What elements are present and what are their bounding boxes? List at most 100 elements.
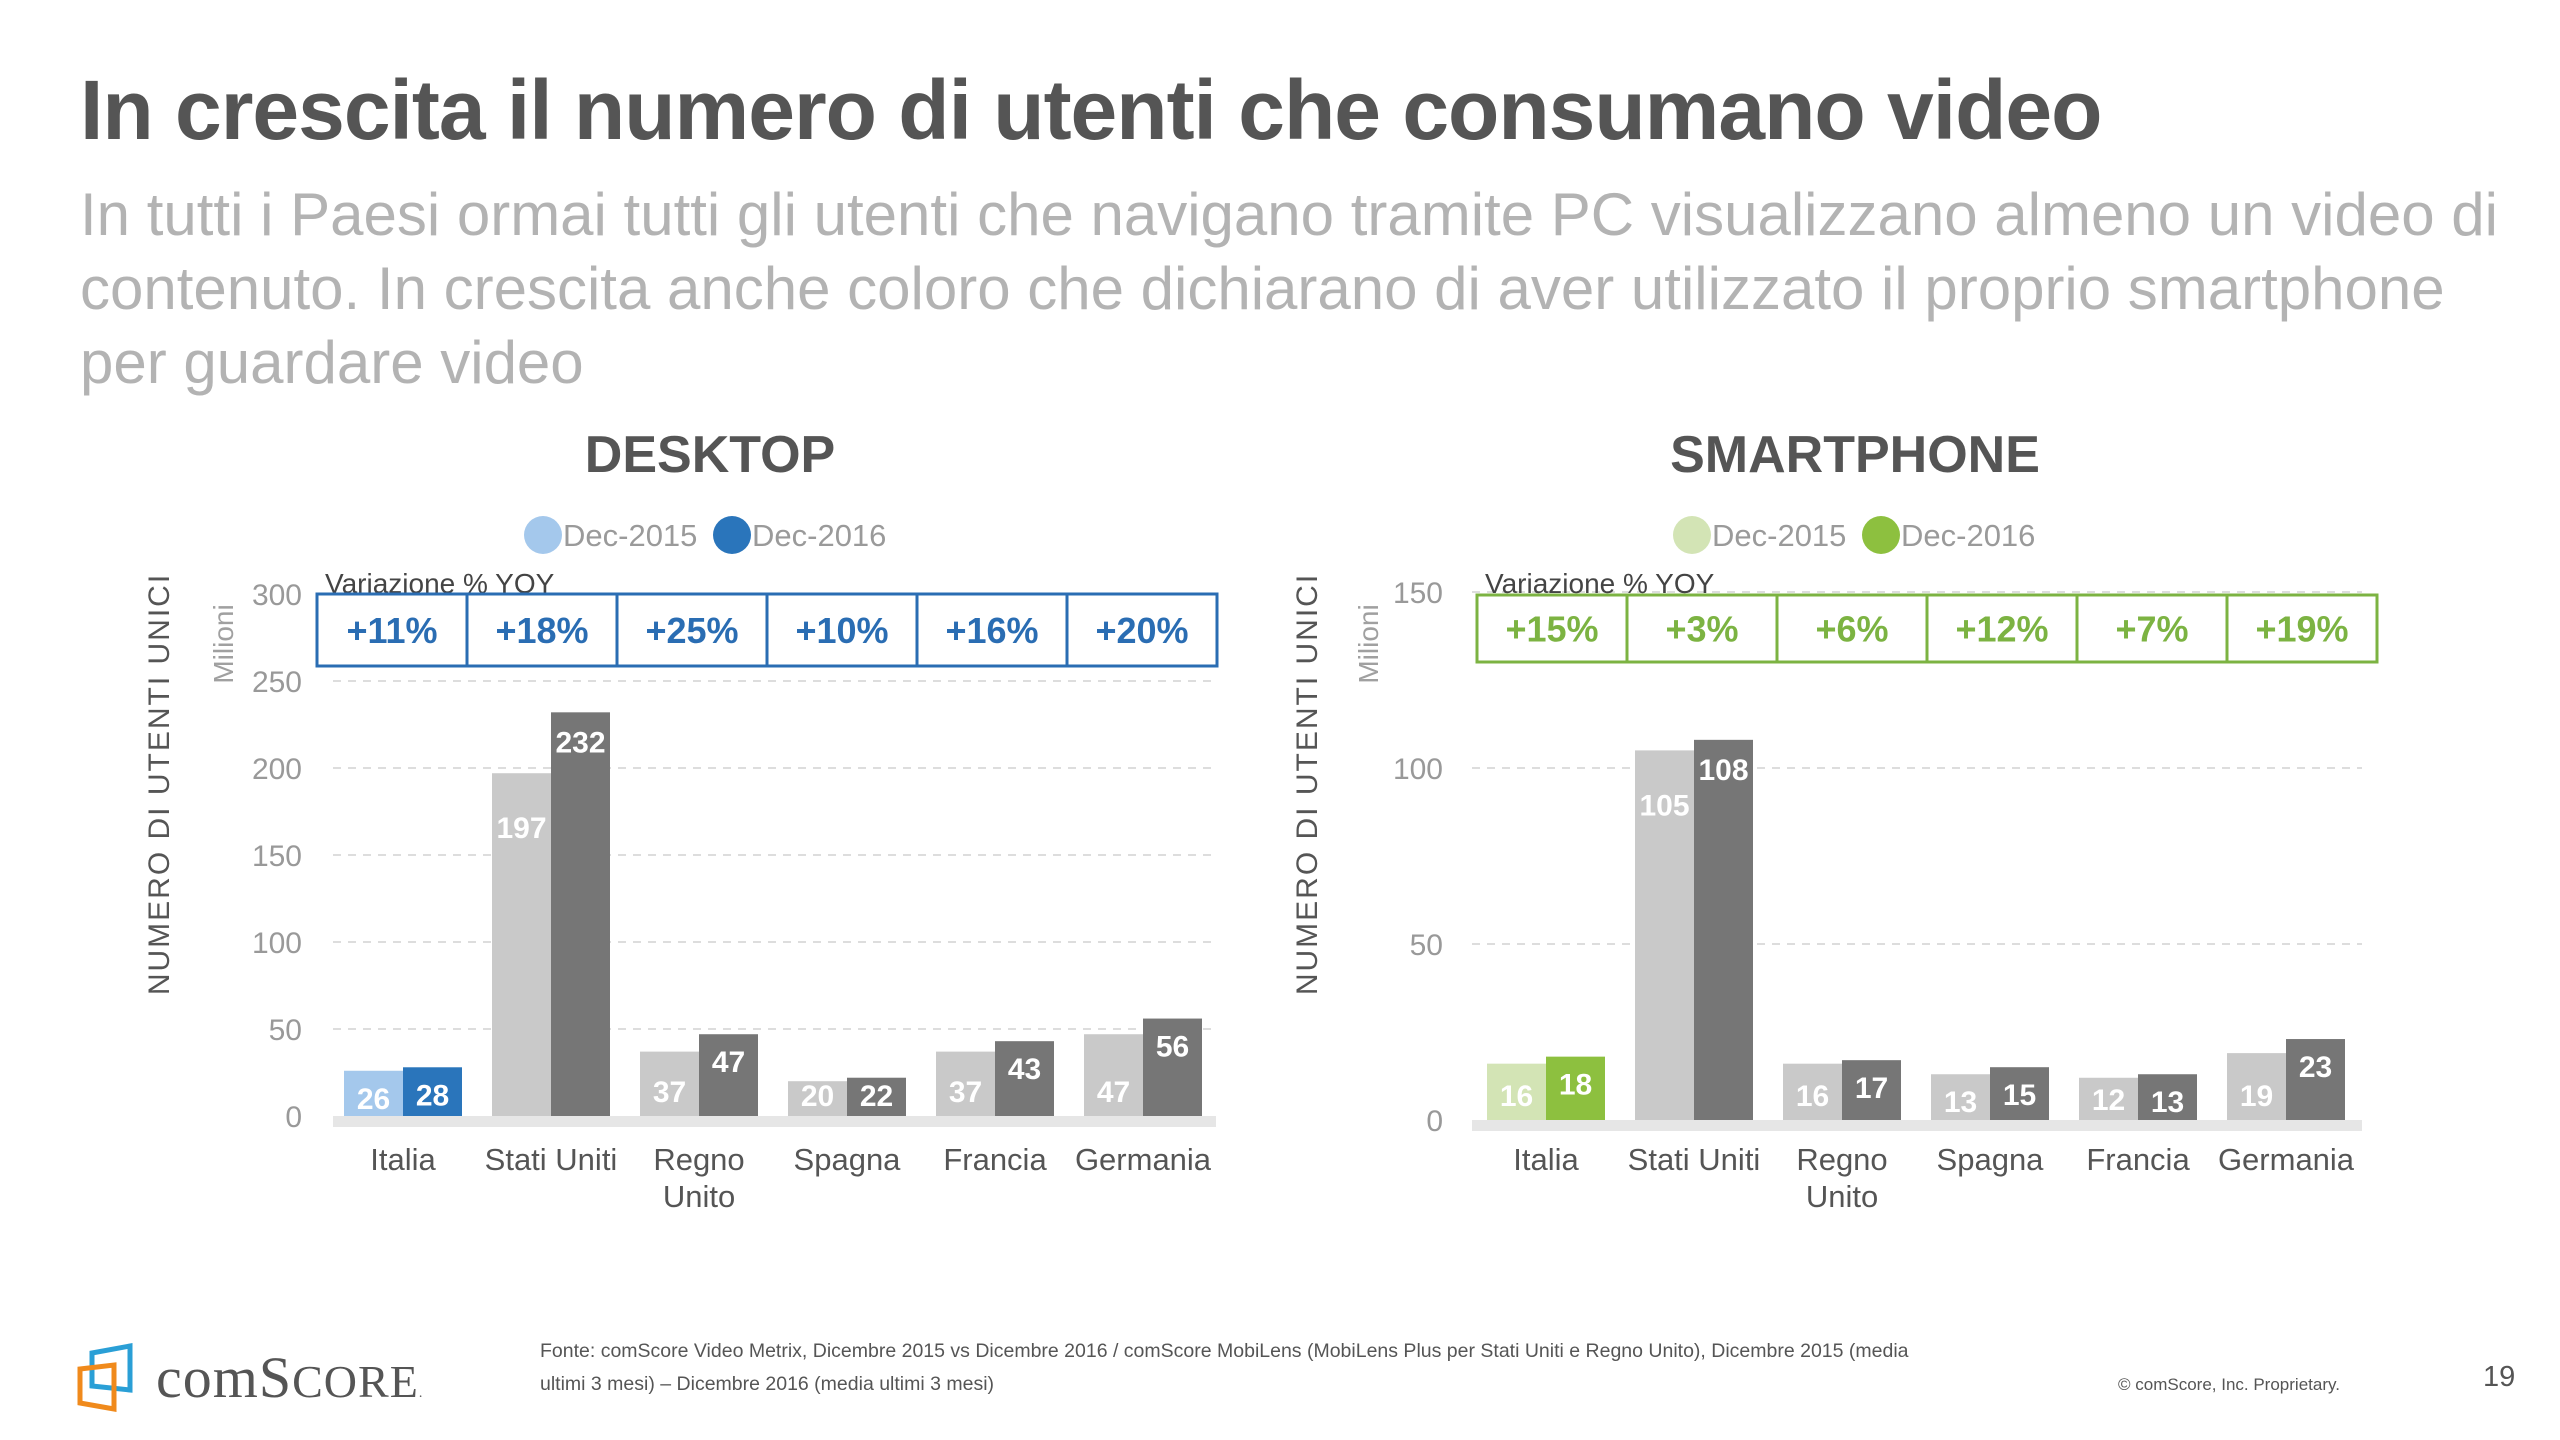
smartphone-data-label: 16: [1796, 1080, 1829, 1113]
legend-label-dec-2016: Dec-2016: [1901, 518, 2035, 553]
smartphone-x-tick-label: Stati Uniti: [1628, 1142, 1761, 1177]
smartphone-x-tick-label: Germania: [2218, 1142, 2355, 1177]
desktop-y-tick-label: 0: [285, 1101, 302, 1134]
smartphone-data-label: 17: [1855, 1072, 1888, 1105]
desktop-x-tick-label: Unito: [663, 1179, 735, 1214]
desktop-x-tick-label: Regno: [653, 1142, 744, 1177]
desktop-data-label: 37: [949, 1076, 982, 1109]
desktop-yoy-value: +11%: [346, 610, 437, 651]
legend-swatch-dec-2015-icon: [1673, 516, 1711, 554]
legend-swatch-dec-2016-icon: [713, 516, 751, 554]
desktop-y-tick-label: 50: [269, 1014, 302, 1047]
desktop-bar-dec-2016: [1143, 1018, 1202, 1116]
desktop-yoy-value: +25%: [645, 610, 738, 651]
smartphone-yoy-cell: [2225, 593, 2379, 664]
smartphone-yoy-table: +15% +3% +6% +12% +7% +19%: [1475, 593, 2379, 664]
comscore-wordmark: comSCORE.: [156, 1343, 423, 1429]
desktop-data-label: 22: [860, 1080, 893, 1113]
desktop-y-tick-label: 250: [252, 666, 302, 699]
smartphone-yoy-cell: [2075, 593, 2229, 664]
smartphone-bar-dec-2016: [1546, 1056, 1605, 1120]
desktop-y-tick-label: 150: [252, 840, 302, 873]
desktop-bar-dec-2015: [1084, 1034, 1143, 1116]
smartphone-yoy-value: +6%: [1815, 609, 1888, 650]
smartphone-yoy-value: +12%: [1955, 609, 2048, 650]
smartphone-data-label: 16: [1500, 1080, 1533, 1113]
desktop-bar-dec-2015: [640, 1051, 699, 1116]
desktop-chart: DESKTOP Dec-2015 Dec-2016 NUMERO DI UTENTI …: [143, 426, 1219, 1214]
footer-source: Fonte: comScore Video Metrix, Dicembre 2…: [540, 1335, 2100, 1401]
desktop-bar-dec-2015: [344, 1070, 403, 1116]
smartphone-yoy-cell: [1625, 593, 1779, 664]
smartphone-bar-dec-2016: [2138, 1074, 2197, 1120]
smartphone-yoy-value: +15%: [1505, 609, 1598, 650]
logo-text-lower: com: [156, 1345, 259, 1410]
smartphone-yoy-value: +7%: [2115, 609, 2188, 650]
desktop-bar-dec-2015: [492, 773, 551, 1116]
smartphone-chart-title: SMARTPHONE: [1670, 426, 2040, 484]
smartphone-yoy-value: +19%: [2255, 609, 2348, 650]
desktop-data-label: 43: [1008, 1053, 1041, 1086]
page-number: 19: [2483, 1361, 2516, 1393]
desktop-bar-dec-2016: [847, 1077, 906, 1116]
desktop-data-label: 232: [555, 726, 605, 759]
smartphone-data-label: 19: [2240, 1080, 2273, 1113]
desktop-bar-dec-2015: [936, 1051, 995, 1116]
smartphone-data-label: 13: [1944, 1086, 1977, 1119]
smartphone-data-label: 12: [2092, 1084, 2125, 1117]
smartphone-bar-dec-2015: [1635, 750, 1694, 1120]
comscore-logo: comSCORE.: [76, 1343, 436, 1413]
footer-source-line-2: ultimi 3 mesi) – Dicembre 2016 (media ul…: [540, 1373, 995, 1395]
smartphone-data-label: 105: [1639, 789, 1689, 822]
desktop-chart-title: DESKTOP: [585, 426, 835, 484]
desktop-x-axis-baseline: [333, 1116, 1216, 1127]
desktop-bar-dec-2016: [699, 1034, 758, 1116]
desktop-yoy-cell: [465, 592, 619, 668]
smartphone-bar-dec-2016: [1990, 1067, 2049, 1120]
desktop-yoy-cell: [315, 592, 469, 668]
desktop-data-label: 26: [357, 1083, 390, 1116]
desktop-x-tick-label: Italia: [370, 1142, 436, 1177]
smartphone-data-label: 23: [2299, 1051, 2332, 1084]
smartphone-bar-dec-2015: [2079, 1077, 2138, 1120]
smartphone-bar-dec-2015: [1487, 1063, 1546, 1120]
desktop-x-tick-label: Spagna: [794, 1142, 902, 1177]
smartphone-bar-dec-2015: [2227, 1053, 2286, 1120]
smartphone-x-tick-label: Unito: [1806, 1179, 1878, 1214]
desktop-y-axis-unit: Milioni: [208, 604, 239, 683]
desktop-x-tick-label: Stati Uniti: [485, 1142, 618, 1177]
smartphone-data-label: 15: [2003, 1079, 2036, 1112]
smartphone-bar-dec-2015: [1783, 1063, 1842, 1120]
desktop-yoy-cell: [765, 592, 919, 668]
desktop-x-tick-label: Germania: [1075, 1142, 1212, 1177]
smartphone-x-tick-label: Italia: [1513, 1142, 1579, 1177]
smartphone-yoy-cell: [1775, 593, 1929, 664]
smartphone-data-label: 18: [1559, 1069, 1592, 1102]
desktop-data-label: 56: [1156, 1031, 1189, 1064]
desktop-yoy-value: +10%: [795, 610, 888, 651]
desktop-bar-dec-2015: [788, 1081, 847, 1116]
smartphone-y-axis-unit: Milioni: [1353, 604, 1384, 683]
logo-trademark-dot: .: [418, 1386, 424, 1401]
smartphone-bar-dec-2016: [1694, 739, 1753, 1120]
smartphone-bar-dec-2016: [1842, 1060, 1901, 1120]
smartphone-y-axis-title: NUMERO DI UTENTI UNICI: [1291, 573, 1324, 995]
desktop-data-label: 197: [496, 812, 546, 845]
desktop-y-axis-title: NUMERO DI UTENTI UNICI: [143, 573, 176, 995]
legend-label-dec-2015: Dec-2015: [1712, 518, 1846, 553]
smartphone-data-label: 13: [2151, 1086, 2184, 1119]
smartphone-legend: Dec-2015 Dec-2016: [1673, 516, 2035, 554]
smartphone-x-tick-label: Regno: [1796, 1142, 1887, 1177]
footer-copyright: © comScore, Inc. Proprietary.: [2118, 1375, 2340, 1394]
desktop-yoy-value: +16%: [945, 610, 1038, 651]
desktop-y-tick-label: 200: [252, 753, 302, 786]
desktop-bar-dec-2016: [995, 1041, 1054, 1116]
desktop-data-label: 47: [1097, 1076, 1130, 1109]
desktop-data-label: 20: [801, 1080, 834, 1113]
smartphone-data-label: 108: [1698, 754, 1748, 787]
desktop-yoy-cell: [915, 592, 1069, 668]
smartphone-yoy-value: +3%: [1665, 609, 1738, 650]
smartphone-y-tick-label: 150: [1393, 577, 1443, 610]
smartphone-chart: SMARTPHONE Dec-2015 Dec-2016 NUMERO DI UTEN…: [1291, 426, 2379, 1214]
